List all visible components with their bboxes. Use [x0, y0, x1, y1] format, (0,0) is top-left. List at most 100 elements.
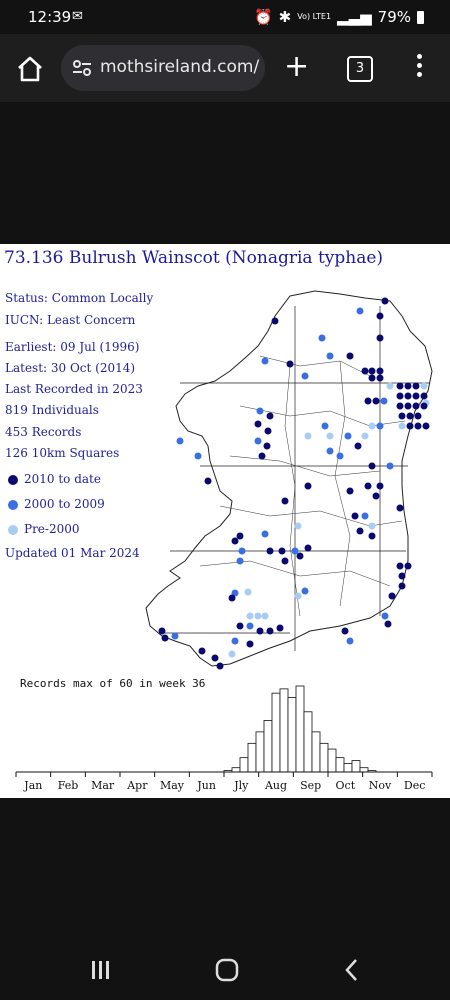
recent-apps-icon[interactable] — [90, 960, 112, 980]
map-dot — [368, 522, 376, 530]
histogram-bar — [303, 711, 313, 773]
map-dot — [301, 372, 309, 380]
month-label: Dec — [404, 779, 426, 792]
map-dot — [364, 482, 372, 490]
latest-text: Latest: 30 Oct (2014) — [5, 361, 136, 375]
map-dot — [404, 562, 412, 570]
month-label: Apr — [126, 779, 148, 792]
map-dot — [412, 392, 420, 400]
histogram-bar — [343, 763, 353, 773]
map-dot — [388, 592, 396, 600]
map-dot — [398, 412, 406, 420]
alarm-icon: ⏰ — [253, 8, 273, 26]
map-dot — [420, 402, 428, 410]
histogram-bar — [287, 697, 297, 773]
map-dot — [380, 397, 388, 405]
overflow-menu-icon[interactable] — [417, 54, 423, 81]
map-dot — [238, 547, 246, 555]
map-dot — [384, 620, 392, 628]
map-dot — [254, 437, 262, 445]
histogram-bar — [255, 731, 265, 773]
tab-switcher-button[interactable]: 3 — [347, 56, 373, 82]
map-dot — [304, 544, 312, 552]
map-dot — [256, 627, 264, 635]
bluetooth-icon: ✱ — [278, 8, 292, 26]
map-dot — [194, 452, 202, 460]
map-dot — [286, 360, 294, 368]
android-navigation-bar — [0, 940, 450, 1000]
map-dot — [231, 537, 239, 545]
records-histogram: Jan Feb Mar Apr May Jun Jly Aug Sep Oct Nov Dec — [15, 685, 433, 792]
map-dot — [376, 334, 384, 342]
map-dot — [326, 432, 334, 440]
histogram-bar — [327, 748, 337, 773]
map-dot — [341, 627, 349, 635]
map-dot — [422, 422, 430, 430]
histogram-bar — [359, 767, 369, 773]
home-navigation-icon[interactable] — [215, 958, 239, 982]
map-dot — [376, 422, 384, 430]
legend-label-2010: 2010 to date — [24, 472, 101, 486]
map-dot — [326, 352, 334, 360]
earliest-text: Earliest: 09 Jul (1996) — [5, 340, 140, 354]
month-label: Aug — [264, 779, 287, 792]
map-dot — [158, 627, 166, 635]
map-dot — [301, 587, 309, 595]
map-dot — [261, 530, 269, 538]
page-title: 73.136 Bulrush Wainscot (Nonagria typhae… — [4, 248, 384, 268]
map-dot — [266, 547, 274, 555]
histogram-bar — [295, 685, 305, 773]
map-dot — [244, 588, 252, 596]
address-bar[interactable]: mothsireland.com/im — [61, 45, 265, 91]
legend-dot-2000 — [8, 500, 18, 510]
distribution-map — [145, 290, 433, 670]
battery-text: 79% — [377, 8, 411, 26]
map-dot — [171, 632, 179, 640]
map-dot — [406, 422, 414, 430]
map-dot — [246, 622, 254, 630]
map-dot — [414, 422, 422, 430]
ireland-outline — [145, 290, 433, 667]
records-text: 453 Records — [5, 425, 82, 439]
map-dot — [271, 317, 279, 325]
map-dot — [412, 402, 420, 410]
histogram-bar — [247, 742, 257, 773]
map-dot — [346, 637, 354, 645]
month-label: Jly — [233, 779, 249, 792]
county-boundaries — [199, 355, 406, 617]
map-dot — [396, 382, 404, 390]
map-dot — [396, 504, 404, 512]
map-dot — [246, 640, 254, 648]
new-tab-button[interactable]: + — [284, 49, 310, 84]
legend-label-pre2000: Pre-2000 — [24, 522, 80, 536]
map-dot — [356, 527, 364, 535]
status-icons: ⏰ ✱ Vo) LTE1 ▂▃▅ 79% — [254, 8, 424, 26]
map-dot — [326, 447, 334, 455]
map-dot — [361, 512, 369, 520]
map-dot — [364, 397, 372, 405]
browser-toolbar: mothsireland.com/im + 3 — [0, 34, 450, 102]
legend-dot-2010 — [8, 475, 18, 485]
month-label: Sep — [300, 779, 321, 792]
map-dot — [361, 432, 369, 440]
site-settings-icon[interactable] — [71, 57, 93, 79]
map-dot — [228, 650, 236, 658]
map-dot — [356, 307, 364, 315]
map-dot — [414, 412, 422, 420]
month-label: Oct — [336, 779, 356, 792]
map-dot — [406, 412, 414, 420]
legend-dot-pre2000 — [8, 525, 18, 535]
map-dots — [158, 297, 430, 670]
map-dot — [264, 427, 272, 435]
map-dot — [198, 647, 206, 655]
map-dot — [266, 627, 274, 635]
map-dot — [236, 622, 244, 630]
map-dot — [376, 367, 384, 375]
map-dot — [404, 382, 412, 390]
status-bar: 12:39 ✉ ⏰ ✱ Vo) LTE1 ▂▃▅ 79% — [0, 0, 450, 34]
home-icon[interactable] — [16, 55, 44, 83]
back-icon[interactable] — [344, 958, 360, 982]
map-dot — [176, 437, 184, 445]
map-dot — [204, 477, 212, 485]
battery-icon — [417, 10, 424, 24]
